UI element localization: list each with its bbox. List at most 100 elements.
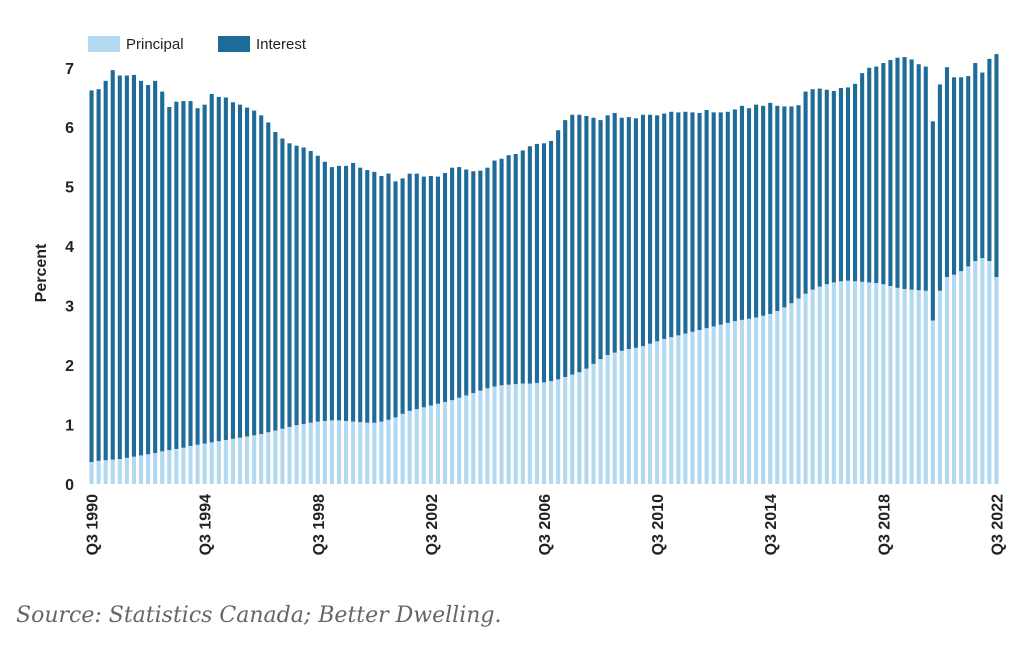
- interest-bar: [365, 170, 370, 423]
- interest-bar: [379, 176, 384, 422]
- interest-bar: [860, 73, 865, 282]
- principal-bar: [110, 459, 115, 484]
- principal-bar: [245, 436, 250, 484]
- interest-bar: [683, 111, 688, 334]
- interest-bar: [131, 74, 136, 457]
- interest-bar: [146, 85, 151, 455]
- principal-bar: [280, 428, 285, 484]
- interest-bar: [556, 130, 561, 380]
- y-tick-label: 4: [65, 239, 74, 256]
- interest-bar: [549, 140, 554, 382]
- principal-bar: [690, 331, 695, 484]
- principal-bar: [329, 420, 334, 484]
- principal-bar: [810, 289, 815, 484]
- interest-bar: [110, 70, 115, 460]
- interest-bar: [923, 66, 928, 291]
- interest-bar: [994, 54, 999, 278]
- principal-bar: [789, 303, 794, 484]
- principal-bar: [973, 261, 978, 484]
- interest-bar: [527, 146, 532, 384]
- interest-bar: [952, 77, 957, 275]
- principal-bar: [103, 460, 108, 484]
- interest-bar: [153, 80, 158, 454]
- interest-bar: [810, 89, 815, 290]
- interest-bar: [690, 112, 695, 332]
- principal-bar: [471, 393, 476, 484]
- interest-bar: [209, 93, 214, 443]
- principal-bar: [478, 390, 483, 484]
- y-tick-label: 5: [65, 180, 74, 197]
- principal-bar: [315, 421, 320, 484]
- interest-bar: [534, 143, 539, 383]
- interest-bar: [202, 104, 207, 444]
- principal-bar: [612, 352, 617, 484]
- principal-bar: [308, 422, 313, 484]
- interest-bar: [916, 64, 921, 291]
- interest-bar: [718, 112, 723, 325]
- principal-bar: [648, 343, 653, 484]
- principal-bar: [966, 266, 971, 484]
- interest-bar: [867, 67, 872, 283]
- principal-bar: [987, 261, 992, 484]
- principal-bar: [640, 346, 646, 484]
- principal-bar: [520, 383, 525, 484]
- interest-bar: [167, 107, 172, 451]
- principal-bar: [301, 423, 306, 484]
- principal-bar: [230, 438, 235, 484]
- principal-bar: [414, 409, 419, 484]
- principal-bar: [923, 290, 928, 484]
- principal-bar: [959, 271, 964, 484]
- principal-bar: [131, 456, 136, 484]
- x-axis-ticks: Q3 1990 Q3 1994 Q3 1998 Q3 2002 Q3 2006 Q3 20…: [85, 494, 1007, 555]
- interest-bar: [944, 67, 950, 278]
- principal-bar: [365, 422, 370, 484]
- principal-bar: [124, 457, 129, 484]
- principal-bar: [591, 363, 596, 484]
- interest-bar: [103, 80, 108, 461]
- interest-bar: [619, 117, 624, 351]
- interest-bar: [308, 151, 313, 423]
- interest-bar: [450, 167, 455, 401]
- y-tick-label: 2: [65, 358, 74, 375]
- principal-bar: [888, 286, 893, 484]
- principal-bar: [400, 413, 405, 484]
- principal-bar: [619, 350, 624, 484]
- interest-bar: [612, 112, 617, 353]
- principal-bar: [344, 420, 349, 484]
- y-tick-label: 3: [65, 299, 74, 316]
- principal-bar: [485, 388, 490, 484]
- x-tick-label: Q3 2006: [537, 494, 554, 555]
- interest-bar: [676, 112, 681, 336]
- principal-bar: [902, 288, 907, 484]
- interest-bar: [845, 87, 851, 281]
- interest-bar: [987, 58, 992, 262]
- principal-bar: [732, 321, 737, 484]
- principal-bar: [867, 282, 872, 484]
- interest-bar: [655, 115, 660, 342]
- principal-bar: [266, 432, 271, 484]
- principal-bar: [775, 310, 780, 484]
- principal-bar: [676, 335, 681, 484]
- principal-bar: [662, 338, 667, 484]
- interest-bar: [853, 83, 858, 282]
- interest-bar: [803, 91, 808, 294]
- interest-bar: [754, 104, 759, 318]
- legend-label-principal: Principal: [126, 36, 184, 53]
- interest-bar: [414, 173, 419, 410]
- principal-bar: [527, 383, 532, 484]
- interest-bar: [662, 113, 667, 339]
- principal-bar: [513, 384, 518, 484]
- principal-bar: [860, 281, 865, 484]
- principal-bar: [930, 320, 935, 484]
- interest-bar: [287, 143, 292, 427]
- principal-bar: [450, 400, 455, 484]
- interest-bar: [704, 110, 709, 329]
- x-tick-label: Q3 2014: [763, 494, 780, 555]
- interest-bar: [761, 105, 766, 316]
- interest-bar: [789, 106, 794, 304]
- interest-bar: [973, 63, 978, 262]
- principal-bar: [718, 324, 723, 484]
- interest-bar: [138, 80, 144, 456]
- principal-bar: [216, 441, 221, 484]
- principal-bar: [845, 280, 851, 484]
